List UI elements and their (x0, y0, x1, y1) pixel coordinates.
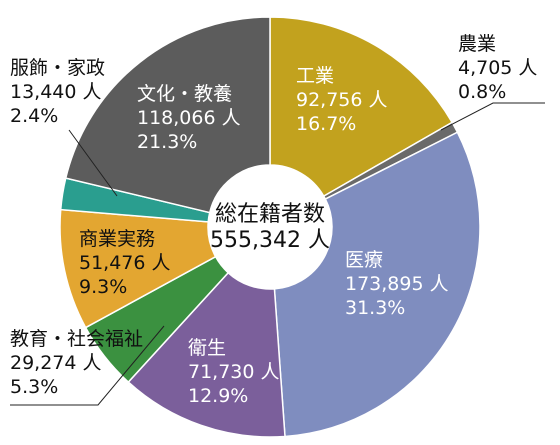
slice-percent-industry: 16.7% (296, 113, 356, 135)
center-total: 555,342 人 (210, 228, 330, 253)
slice-value-hygiene: 71,730 人 (188, 361, 280, 383)
slice-percent-culture: 21.3% (137, 131, 197, 153)
slice-percent-commerce: 9.3% (79, 276, 127, 298)
slice-name-commerce: 商業実務 (79, 228, 155, 250)
slice-name-hygiene: 衛生 (188, 337, 226, 359)
slice-name-education: 教育・社会福祉 (10, 328, 143, 350)
slice-label-education: 教育・社会福祉 29,274 人 5.3% (10, 328, 143, 398)
donut-hole (208, 165, 332, 289)
leader-lines (10, 102, 545, 406)
slice-label-culture: 文化・教養 118,066 人 21.3% (137, 83, 241, 153)
slice-value-industry: 92,756 人 (296, 89, 388, 111)
donut-slices (59, 16, 481, 438)
slice-label-agriculture: 農業 4,705 人 0.8% (458, 33, 537, 103)
slice-label-medical: 医療 173,895 人 31.3% (345, 249, 449, 319)
slice-medical (273, 131, 481, 438)
slice-label-hygiene: 衛生 71,730 人 12.9% (188, 337, 280, 407)
slice-value-culture: 118,066 人 (137, 107, 241, 129)
slice-label-commerce: 商業実務 51,476 人 9.3% (79, 228, 171, 298)
leader-line-agriculture (440, 102, 545, 131)
slice-value-education: 29,274 人 (10, 352, 102, 374)
slice-name-culture: 文化・教養 (137, 83, 232, 105)
slice-label-clothing: 服飾・家政 13,440 人 2.4% (10, 57, 105, 127)
slice-name-agriculture: 農業 (458, 33, 496, 55)
slice-value-medical: 173,895 人 (345, 273, 449, 295)
slice-name-clothing: 服飾・家政 (10, 57, 105, 79)
slice-percent-clothing: 2.4% (10, 105, 58, 127)
slice-value-commerce: 51,476 人 (79, 252, 171, 274)
slice-percent-education: 5.3% (10, 376, 58, 398)
center-title: 総在籍者数 (215, 202, 325, 227)
leader-line-education (10, 325, 165, 406)
slice-percent-agriculture: 0.8% (458, 81, 506, 103)
leader-line-clothing (68, 129, 118, 197)
slice-value-clothing: 13,440 人 (10, 81, 102, 103)
slice-name-medical: 医療 (345, 249, 383, 271)
slice-percent-medical: 31.3% (345, 297, 405, 319)
slice-label-industry: 工業 92,756 人 16.7% (296, 65, 388, 135)
slice-name-industry: 工業 (296, 65, 334, 87)
slice-value-agriculture: 4,705 人 (458, 57, 537, 79)
slice-percent-hygiene: 12.9% (188, 385, 248, 407)
